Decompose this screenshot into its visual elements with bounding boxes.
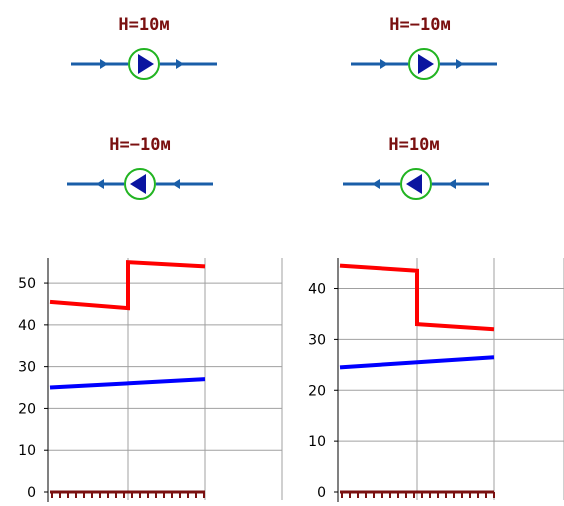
red-head-line (49, 260, 206, 311)
pump-3: H=−10м (67, 135, 213, 200)
pump-left-icon (67, 168, 213, 200)
chart-right: 0 10 20 30 40 (308, 258, 564, 502)
y-tick-label: 40 (308, 282, 326, 298)
pump-2: H=−10м (351, 15, 497, 80)
y-tick-label: 0 (317, 485, 326, 501)
y-tick-label: 50 (18, 276, 36, 292)
y-tick-label: 30 (308, 332, 326, 348)
y-tick-label: 40 (18, 318, 36, 334)
pump-4: H=10м (343, 135, 489, 200)
y-tick-label: 0 (27, 485, 36, 501)
y-tick-label: 10 (18, 443, 36, 459)
blue-level-line (49, 377, 206, 390)
chart-left: 0 10 20 30 40 50 (18, 258, 283, 502)
pump-1: H=10м (71, 15, 217, 80)
pump-1-head-label: H=10м (118, 15, 169, 35)
pump-right-icon (71, 48, 217, 80)
y-tick-label: 20 (308, 383, 326, 399)
pump-2-head-label: H=−10м (389, 15, 450, 35)
red-head-line (339, 263, 495, 332)
pump-3-head-label: H=−10м (109, 135, 170, 155)
y-tick-label: 20 (18, 401, 36, 417)
pump-left-icon (343, 168, 489, 200)
y-tick-label: 10 (308, 434, 326, 450)
pump-4-head-label: H=10м (388, 135, 439, 155)
blue-level-line (339, 355, 495, 370)
pump-right-icon (351, 48, 497, 80)
y-tick-label: 30 (18, 360, 36, 376)
